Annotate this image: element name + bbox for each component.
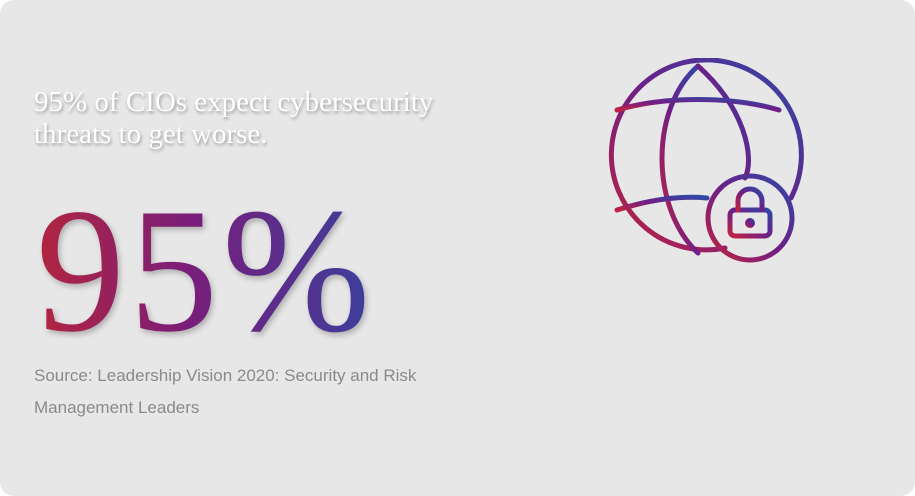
stat-number: 95%	[36, 171, 375, 369]
source: Source: Leadership Vision 2020: Security…	[34, 366, 417, 417]
globe-lock-icon	[600, 58, 804, 263]
headline: 95% of CIOs expect cybersecurity threats…	[34, 86, 434, 150]
